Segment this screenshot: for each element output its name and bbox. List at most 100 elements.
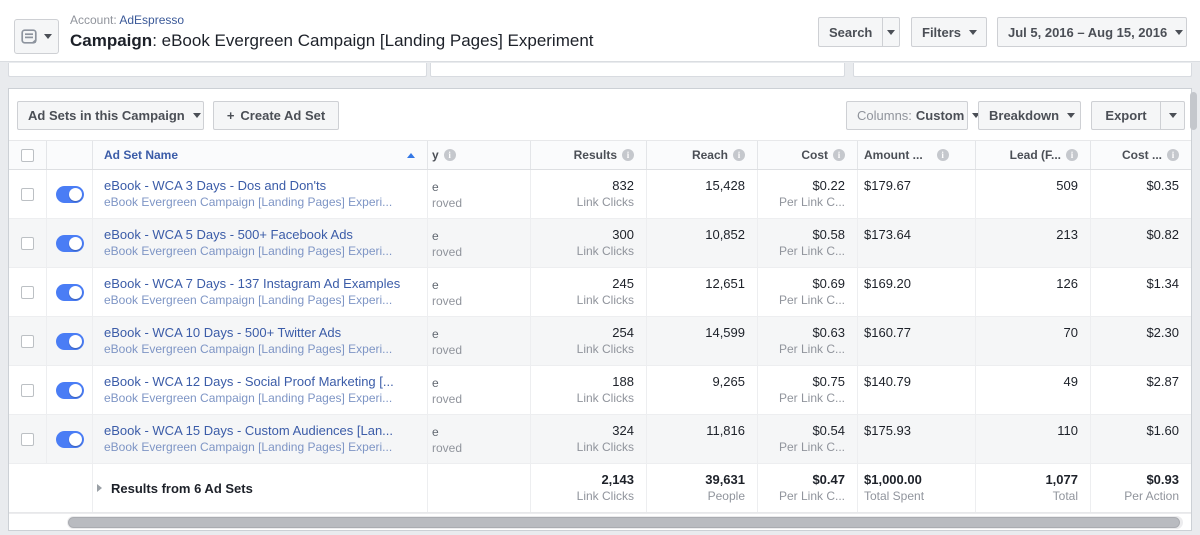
- ad-set-status-toggle[interactable]: [55, 332, 84, 350]
- date-range-picker[interactable]: Jul 5, 2016 – Aug 15, 2016: [997, 17, 1187, 47]
- export-dropdown-toggle[interactable]: [1160, 102, 1184, 129]
- cost-per-lead-cell: $1.34: [1091, 268, 1191, 316]
- cost-metric-label: Per Link C...: [778, 244, 845, 258]
- select-all-cell: [9, 141, 47, 169]
- ad-set-name-link[interactable]: eBook - WCA 15 Days - Custom Audiences […: [104, 423, 394, 438]
- ad-set-name-link[interactable]: eBook - WCA 10 Days - 500+ Twitter Ads: [104, 325, 342, 340]
- results-cell: 324 Link Clicks: [531, 415, 647, 463]
- row-select-cell: [9, 268, 47, 316]
- create-ad-set-button[interactable]: + Create Ad Set: [213, 101, 339, 130]
- results-column-header: Results: [531, 141, 647, 169]
- info-icon[interactable]: [443, 149, 456, 161]
- cost-value: $0.69: [812, 276, 845, 291]
- chevron-down-icon: [969, 29, 978, 35]
- ad-set-status-toggle[interactable]: [55, 430, 84, 448]
- ad-set-name-cell: eBook - WCA 3 Days - Dos and Don'ts eBoo…: [93, 170, 428, 218]
- ad-set-status-toggle[interactable]: [55, 283, 84, 301]
- filters-button[interactable]: Filters: [911, 17, 987, 47]
- results-metric-label: Link Clicks: [576, 244, 634, 258]
- cost-cell: $0.63 Per Link C...: [758, 317, 858, 365]
- delivery-status-fragment: e: [432, 425, 439, 439]
- chevron-down-icon: [1175, 29, 1184, 35]
- row-checkbox[interactable]: [21, 334, 34, 348]
- results-metric-label: Link Clicks: [576, 440, 634, 454]
- delivery-cell: e roved: [428, 170, 531, 218]
- toggle-knob: [68, 236, 82, 250]
- search-button[interactable]: Search: [818, 17, 900, 47]
- chevron-down-icon: [44, 34, 52, 39]
- ad-set-name-column-header[interactable]: Ad Set Name: [93, 141, 428, 169]
- delivery-cell: e roved: [428, 317, 531, 365]
- totals-reach-cell: 39,631 People: [647, 464, 758, 512]
- info-icon[interactable]: [1167, 149, 1179, 161]
- row-checkbox[interactable]: [21, 236, 34, 250]
- cost-cell: $0.22 Per Link C...: [758, 170, 858, 218]
- horizontal-scrollbar: [9, 513, 1191, 530]
- lead-value: 70: [1063, 325, 1078, 340]
- search-dropdown-toggle[interactable]: [882, 18, 899, 46]
- vertical-scrollbar-thumb[interactable]: [1190, 92, 1197, 130]
- reports-menu-button[interactable]: [14, 19, 59, 54]
- lead-cell: 70: [976, 317, 1091, 365]
- toggle-column-header: [47, 141, 93, 169]
- expand-results-icon[interactable]: [97, 484, 102, 492]
- info-icon[interactable]: [622, 149, 634, 161]
- cost-per-lead-value: $1.34: [1146, 276, 1179, 291]
- cost-per-lead-value: $1.60: [1146, 423, 1179, 438]
- horizontal-scrollbar-thumb[interactable]: [68, 517, 1180, 528]
- ad-set-name-link[interactable]: eBook - WCA 7 Days - 137 Instagram Ad Ex…: [104, 276, 401, 291]
- info-icon[interactable]: [1066, 149, 1078, 161]
- amount-spent-value: $175.93: [864, 423, 911, 438]
- delivery-header-fragment: y: [432, 148, 439, 162]
- breakdown-dropdown-button[interactable]: Breakdown: [978, 101, 1081, 130]
- ad-set-name-link[interactable]: eBook - WCA 5 Days - 500+ Facebook Ads: [104, 227, 353, 242]
- info-icon[interactable]: [833, 149, 845, 161]
- row-checkbox[interactable]: [21, 187, 34, 201]
- export-button[interactable]: Export: [1091, 101, 1185, 130]
- row-checkbox[interactable]: [21, 285, 34, 299]
- results-cell: 254 Link Clicks: [531, 317, 647, 365]
- ad-set-name-link[interactable]: eBook - WCA 12 Days - Social Proof Marke…: [104, 374, 394, 389]
- table-row: eBook - WCA 5 Days - 500+ Facebook Ads e…: [9, 219, 1191, 268]
- totals-cost-per-cell: $0.93 Per Action: [1091, 464, 1191, 512]
- ad-set-name-cell: eBook - WCA 10 Days - 500+ Twitter Ads e…: [93, 317, 428, 365]
- scope-dropdown-button[interactable]: Ad Sets in this Campaign: [17, 101, 204, 130]
- row-checkbox[interactable]: [21, 432, 34, 446]
- select-all-checkbox[interactable]: [21, 148, 34, 162]
- delivery-status-fragment: e: [432, 278, 439, 292]
- lead-cell: 49: [976, 366, 1091, 414]
- chart-card-bottom-edge: [853, 63, 1192, 77]
- results-cell: 300 Link Clicks: [531, 219, 647, 267]
- row-select-cell: [9, 219, 47, 267]
- columns-dropdown-button[interactable]: Columns: Custom: [846, 101, 981, 130]
- ad-set-status-toggle[interactable]: [55, 234, 84, 252]
- results-value: 254: [612, 325, 634, 340]
- table-row: eBook - WCA 3 Days - Dos and Don'ts eBoo…: [9, 170, 1191, 219]
- amount-spent-cell: $140.79: [858, 366, 976, 414]
- reach-value: 9,265: [712, 374, 745, 389]
- account-name-link[interactable]: AdEspresso: [119, 13, 185, 27]
- totals-results-value: 2,143: [601, 472, 634, 487]
- results-header-label: Results: [573, 148, 617, 162]
- ad-set-name-header-label[interactable]: Ad Set Name: [104, 148, 179, 162]
- delivery-cell: e roved: [428, 366, 531, 414]
- results-value: 188: [612, 374, 634, 389]
- delivery-column-header: y: [428, 141, 531, 169]
- ad-set-name-link[interactable]: eBook - WCA 3 Days - Dos and Don'ts: [104, 178, 327, 193]
- info-icon[interactable]: [733, 149, 745, 161]
- row-select-cell: [9, 170, 47, 218]
- reach-cell: 10,852: [647, 219, 758, 267]
- totals-reach-value: 39,631: [705, 472, 745, 487]
- chevron-down-icon: [192, 113, 201, 118]
- info-icon[interactable]: [936, 149, 949, 161]
- cost-per-column-header: Cost ...: [1091, 141, 1191, 169]
- results-metric-label: Link Clicks: [576, 391, 634, 405]
- cost-value: $0.63: [812, 325, 845, 340]
- cost-per-lead-value: $2.87: [1146, 374, 1179, 389]
- ad-set-status-toggle[interactable]: [55, 185, 84, 203]
- row-checkbox[interactable]: [21, 383, 34, 397]
- chevron-down-icon: [972, 113, 981, 118]
- ad-sets-table-panel: Ad Sets in this Campaign + Create Ad Set…: [8, 88, 1192, 531]
- ad-set-status-toggle[interactable]: [55, 381, 84, 399]
- reach-value: 15,428: [705, 178, 745, 193]
